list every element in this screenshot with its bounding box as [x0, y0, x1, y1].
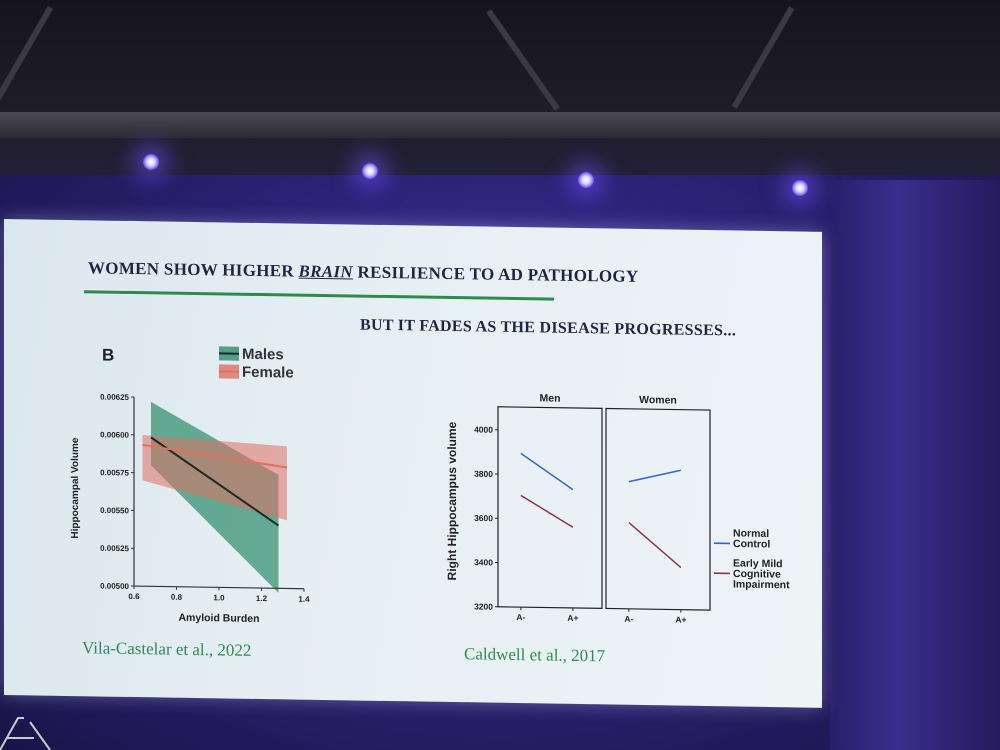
x-tick-label: A- — [624, 614, 633, 624]
y-tick-label: 3600 — [474, 513, 493, 523]
y-tick-label: 3800 — [474, 469, 493, 479]
y-tick-label: 0.00550 — [100, 506, 129, 515]
panel-frame — [605, 407, 711, 611]
citation-right: Caldwell et al., 2017 — [464, 644, 606, 666]
y-axis-label: Hippocampal Volume — [70, 437, 81, 539]
legend-label: NormalControl — [733, 527, 770, 550]
panel-title: Men — [540, 392, 561, 404]
stage-light-2 — [362, 163, 378, 179]
stage-curtain — [830, 180, 1000, 750]
y-tick-label: 4000 — [474, 424, 493, 434]
x-tick-label: 0.8 — [171, 593, 183, 602]
fit-line-female — [142, 443, 288, 469]
panel-women: Women A- A+ — [605, 394, 711, 625]
lighting-beam — [0, 112, 1000, 138]
y-tick-label: 3400 — [474, 557, 493, 567]
legend-label: Female — [242, 364, 294, 382]
truss-mid — [486, 9, 560, 111]
truss-left — [0, 5, 54, 105]
confidence-bands — [142, 401, 287, 593]
equipment-stand — [0, 717, 51, 750]
y-tick-label: 0.00625 — [100, 393, 129, 402]
y-tick-labels: 0.00500 0.00525 0.00550 0.00575 0.00600 0.006… — [100, 393, 134, 591]
legend-label: Early MildCognitiveImpairment — [733, 557, 790, 591]
ceiling — [0, 0, 1000, 190]
projection-screen: WOMEN SHOW HIGHER BRAIN RESILIENCE TO AD… — [4, 219, 822, 708]
slide-subtitle: BUT IT FADES AS THE DISEASE PROGRESSES..… — [360, 316, 737, 340]
x-tick-label: A- — [516, 612, 525, 622]
x-axis-label: Amyloid Burden — [178, 612, 259, 625]
y-tick-label: 3200 — [474, 601, 493, 611]
panel-title: Women — [639, 394, 677, 407]
stage-light-3 — [578, 172, 594, 188]
title-emphasis: BRAIN — [298, 261, 353, 282]
line-normal-control — [628, 469, 682, 483]
y-tick-label: 0.00525 — [100, 544, 129, 553]
facet-panels: Men A- A+ Women A- A+ 3200 3400 3600 3800 4000 — [474, 392, 711, 625]
x-tick-label: A+ — [675, 615, 686, 625]
title-underline — [84, 290, 554, 301]
line-early-mild — [628, 521, 682, 569]
x-tick-label: 1.4 — [298, 595, 310, 604]
stage-light-1 — [143, 154, 159, 170]
line-normal-control — [520, 452, 574, 491]
citation-left: Vila-Castelar et al., 2022 — [82, 638, 252, 660]
panel-men: Men A- A+ — [497, 392, 603, 623]
panel-frame — [497, 406, 603, 610]
x-tick-label: 0.6 — [128, 592, 140, 601]
y-tick-label: 0.00500 — [100, 582, 129, 591]
x-tick-label: A+ — [567, 613, 578, 623]
x-tick-labels: 0.6 0.8 1.0 1.2 1.4 — [128, 586, 310, 604]
chart-hippocampus: Right Hippocampus volume Men A- A+ Women A- A… — [445, 392, 790, 625]
panel-letter: B — [102, 346, 114, 365]
chart-legend: NormalControl Early MildCognitiveImpairme… — [714, 527, 790, 591]
stage-light-4 — [792, 180, 808, 196]
x-tick-label: 1.2 — [256, 594, 268, 603]
y-tick-label: 0.00600 — [100, 430, 129, 439]
slide-title: WOMEN SHOW HIGHER BRAIN RESILIENCE TO AD… — [88, 258, 639, 286]
regression-lines — [142, 436, 288, 527]
fit-line-males — [150, 436, 280, 527]
x-tick-label: 1.0 — [213, 593, 225, 602]
y-axis-label: Right Hippocampus volume — [445, 421, 459, 580]
y-tick-label: 0.00575 — [100, 468, 129, 477]
line-early-mild — [520, 494, 574, 528]
truss-right — [731, 6, 795, 109]
legend-label: Males — [242, 346, 284, 364]
